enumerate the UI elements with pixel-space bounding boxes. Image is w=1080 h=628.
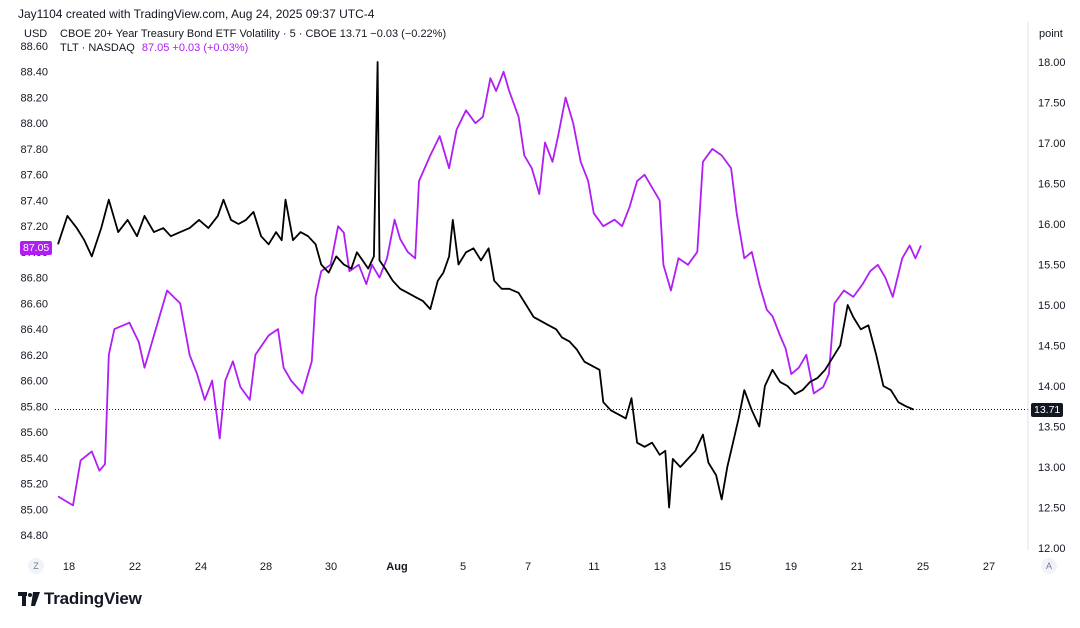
right-tick-label: 12.00 [1038,543,1066,555]
right-tick-label: 18.00 [1038,57,1066,69]
right-tick-label: 16.50 [1038,179,1066,191]
tradingview-brand-name: TradingView [44,589,142,608]
left-tick-label: 86.40 [20,324,48,336]
x-tick-label: 7 [525,561,531,573]
right-tick-label: 13.50 [1038,422,1066,434]
x-tick-label: 18 [63,561,75,573]
left-tick-label: 87.20 [20,221,48,233]
x-tick-label: Aug [386,561,407,573]
left-tick-label: 86.00 [20,376,48,388]
x-tick-label: 15 [719,561,731,573]
tlt-series-line[interactable] [57,70,922,507]
x-tick-label: 30 [325,561,337,573]
left-tick-label: 88.00 [20,118,48,130]
right-tick-label: 15.50 [1038,260,1066,272]
left-axis-unit: USD [24,28,48,40]
tradingview-logo-icon [18,591,40,611]
legend-vol-series[interactable]: CBOE 20+ Year Treasury Bond ETF Volatili… [60,28,447,40]
auto-scale-button[interactable]: A [1041,558,1057,574]
left-tick-label: 87.40 [20,195,48,207]
right-tick-label: 17.00 [1038,138,1066,150]
right-tick-label: 13.00 [1038,462,1066,474]
legend-tlt-series[interactable]: TLT · NASDAQ 87.05 +0.03 (+0.03%) [60,41,446,55]
right-tick-label: 15.00 [1038,300,1066,312]
x-tick-label: 21 [851,561,863,573]
x-tick-label: 28 [260,561,272,573]
right-tick-label: 14.50 [1038,341,1066,353]
left-tick-label: 85.60 [20,427,48,439]
tlt-price-badge: 87.05 [20,241,53,255]
left-tick-label: 85.20 [20,479,48,491]
left-tick-label: 88.40 [20,67,48,79]
series-layer [57,61,922,509]
x-tick-label: 22 [129,561,141,573]
right-axis-unit: point [1039,28,1063,40]
left-tick-label: 85.00 [20,504,48,516]
chart-credit: Jay1104 created with TradingView.com, Au… [18,7,375,21]
chart-legend: CBOE 20+ Year Treasury Bond ETF Volatili… [60,27,446,55]
legend-tlt-name: TLT · NASDAQ [60,42,135,54]
left-tick-label: 88.60 [20,41,48,53]
left-tick-label: 87.60 [20,170,48,182]
right-tick-label: 16.00 [1038,219,1066,231]
x-tick-label: 5 [460,561,466,573]
x-axis-ticks: 18 22 24 28 30 Aug 5 7 11 13 15 19 21 25 27 [63,561,995,573]
tradingview-logo[interactable]: TradingView [18,589,142,611]
vol-series-line[interactable] [57,61,914,509]
left-tick-label: 84.80 [20,530,48,542]
right-axis-ticks: 18.00 17.50 17.00 16.50 16.00 15.50 15.00 14.50… [1038,57,1066,555]
left-axis-ticks: 88.60 88.40 88.20 88.00 87.80 87.60 87.40 87.20… [20,41,48,542]
left-tick-label: 87.80 [20,144,48,156]
x-tick-label: 27 [983,561,995,573]
legend-tlt-value: 87.05 +0.03 (+0.03%) [141,42,249,54]
x-tick-label: 11 [588,561,599,573]
left-tick-label: 86.80 [20,273,48,285]
x-tick-label: 24 [195,561,207,573]
left-tick-label: 86.20 [20,350,48,362]
right-tick-label: 12.50 [1038,503,1066,515]
right-tick-label: 14.00 [1038,381,1066,393]
x-tick-label: 13 [654,561,666,573]
x-tick-label: 19 [785,561,797,573]
left-tick-label: 85.40 [20,453,48,465]
vol-price-badge: 13.71 [1031,403,1064,417]
left-tick-label: 86.60 [20,298,48,310]
x-tick-label: 25 [917,561,929,573]
right-tick-label: 17.50 [1038,98,1066,110]
zoom-button[interactable]: Z [28,558,44,574]
left-tick-label: 88.20 [20,92,48,104]
left-tick-label: 85.80 [20,401,48,413]
